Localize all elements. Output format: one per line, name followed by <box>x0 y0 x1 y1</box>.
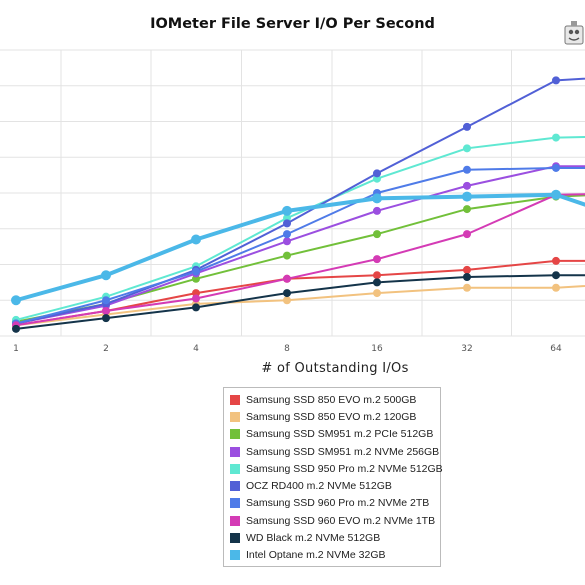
data-point <box>102 306 110 315</box>
series-line-8 <box>15 193 585 327</box>
legend-label: Samsung SSD SM951 m.2 NVMe 256GB <box>246 445 440 458</box>
data-point <box>372 193 382 204</box>
data-point <box>462 191 472 202</box>
data-point <box>552 283 560 292</box>
data-point <box>283 230 291 239</box>
data-point <box>283 251 291 260</box>
series-line-2 <box>15 285 585 327</box>
data-point <box>192 303 200 312</box>
x-tick-label: 64 <box>550 344 562 354</box>
site-logo <box>564 21 584 45</box>
x-tick-label: 8 <box>284 344 290 354</box>
data-point <box>373 169 381 178</box>
series-line-7 <box>15 166 585 325</box>
data-point <box>192 267 200 276</box>
x-tick-label: 4 <box>193 344 199 354</box>
data-point <box>373 255 381 264</box>
series-line-10 <box>15 192 585 303</box>
legend-swatch <box>230 411 240 422</box>
data-point <box>552 256 560 265</box>
data-point <box>283 274 291 283</box>
data-point <box>192 294 200 303</box>
data-point <box>282 205 292 216</box>
data-point <box>373 206 381 215</box>
data-point <box>11 295 21 306</box>
x-tick-label: 32 <box>461 344 472 354</box>
series-points <box>11 76 561 333</box>
data-point <box>101 270 111 281</box>
data-point <box>283 219 291 228</box>
data-point <box>463 144 471 153</box>
legend-item[interactable]: Samsung SSD SM951 m.2 PCIe 512GB <box>224 426 440 443</box>
legend-label: WD Black m.2 NVMe 512GB <box>246 532 381 545</box>
data-point <box>463 265 471 274</box>
data-point <box>463 230 471 239</box>
data-point <box>552 163 560 172</box>
legend-swatch <box>230 515 240 526</box>
line-chart: 1 2 4 8 16 32 64 <box>0 49 585 354</box>
data-point <box>102 296 110 305</box>
data-point <box>552 133 560 142</box>
data-point <box>463 122 471 131</box>
data-point <box>552 271 560 280</box>
legend-label: Samsung SSD 950 Pro m.2 NVMe 512GB <box>246 462 443 475</box>
legend: Samsung SSD 850 EVO m.2 500GB Samsung SSD… <box>223 387 443 567</box>
data-point <box>102 314 110 323</box>
legend-swatch <box>230 429 240 440</box>
legend-label: Samsung SSD 850 EVO m.2 500GB <box>246 393 417 406</box>
legend-item[interactable]: Samsung SSD 850 EVO m.2 120GB <box>224 408 440 425</box>
data-point <box>191 234 201 245</box>
legend-label: OCZ RD400 m.2 NVMe 512GB <box>246 480 392 493</box>
x-axis-ticks: 1 2 4 8 16 32 64 <box>13 344 562 354</box>
legend-swatch <box>230 394 240 405</box>
legend-item[interactable]: Samsung SSD 960 EVO m.2 NVMe 1TB <box>224 512 440 529</box>
data-point <box>463 205 471 214</box>
legend-label: Samsung SSD 960 Pro m.2 NVMe 2TB <box>246 497 430 510</box>
legend-item[interactable]: Intel Optane m.2 NVMe 32GB <box>224 547 440 564</box>
legend-item[interactable]: WD Black m.2 NVMe 512GB <box>224 529 440 546</box>
legend-swatch <box>230 463 240 474</box>
legend-swatch <box>230 481 240 492</box>
legend-item[interactable]: Samsung SSD 950 Pro m.2 NVMe 512GB <box>224 460 443 477</box>
legend-label: Intel Optane m.2 NVMe 32GB <box>246 549 386 562</box>
legend-item[interactable]: OCZ RD400 m.2 NVMe 512GB <box>224 477 440 494</box>
data-point <box>463 273 471 282</box>
data-point <box>463 165 471 174</box>
legend-swatch <box>230 446 240 457</box>
data-point <box>373 278 381 287</box>
series-line-6 <box>15 77 585 325</box>
data-point <box>373 271 381 280</box>
x-axis-label: # of Outstanding I/Os <box>261 361 409 376</box>
legend-label: Samsung SSD 850 EVO m.2 120GB <box>246 410 417 423</box>
chart-grid <box>0 49 585 337</box>
legend-label: Samsung SSD SM951 m.2 PCIe 512GB <box>246 428 434 441</box>
legend-item[interactable]: Samsung SSD 850 EVO m.2 500GB <box>224 391 440 408</box>
x-tick-label: 1 <box>13 344 19 354</box>
data-point <box>283 289 291 298</box>
legend-item[interactable]: Samsung SSD 960 Pro m.2 NVMe 2TB <box>224 495 440 512</box>
data-point <box>551 189 561 200</box>
legend-item[interactable]: Samsung SSD SM951 m.2 NVMe 256GB <box>224 443 440 460</box>
data-point <box>12 324 20 333</box>
legend-swatch <box>230 550 240 561</box>
chart-title: IOMeter File Server I/O Per Second <box>150 16 435 32</box>
data-point <box>552 76 560 85</box>
data-point <box>283 296 291 305</box>
data-point <box>373 289 381 298</box>
x-tick-label: 16 <box>371 344 383 354</box>
legend-swatch <box>230 533 240 544</box>
data-point <box>373 230 381 239</box>
series-lines <box>15 77 585 330</box>
legend-label: Samsung SSD 960 EVO m.2 NVMe 1TB <box>246 514 436 527</box>
data-point <box>283 237 291 246</box>
series-line-4 <box>15 165 585 325</box>
legend-swatch <box>230 498 240 509</box>
series-line-9 <box>15 274 585 330</box>
data-point <box>463 283 471 292</box>
x-tick-label: 2 <box>103 344 109 354</box>
data-point <box>463 181 471 190</box>
